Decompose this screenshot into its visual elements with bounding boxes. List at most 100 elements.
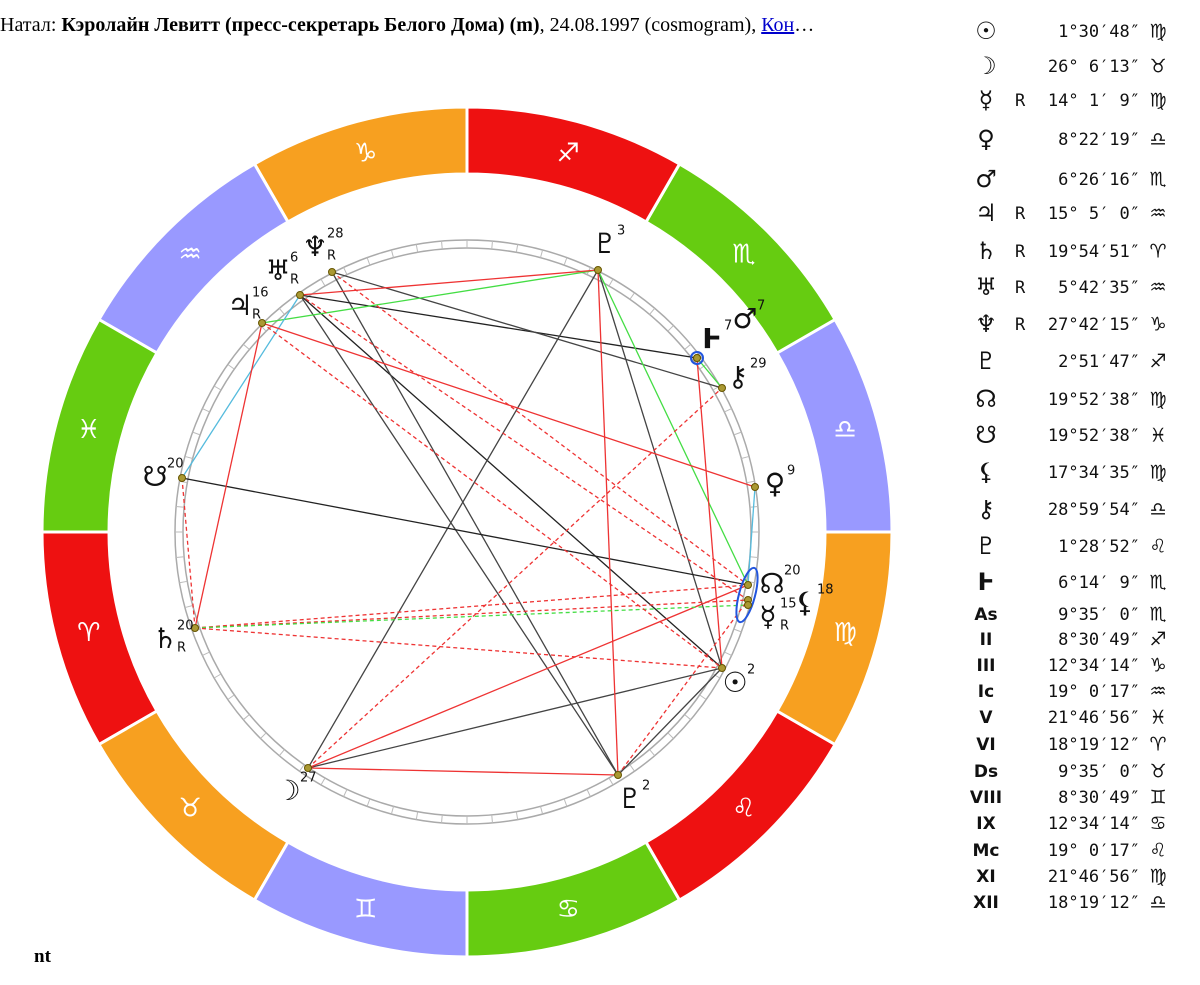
aspect-line (307, 387, 723, 769)
zodiac-sign: ♈︎ (77, 618, 100, 648)
aspect-line (747, 486, 756, 586)
row-glyph: Ic (978, 682, 994, 702)
planet-point (744, 581, 752, 589)
conjunction-mark (735, 566, 759, 624)
planet-point (328, 268, 336, 276)
row-glyph: II (980, 630, 993, 650)
row-glyph: As (974, 605, 997, 625)
planet-degree: 6 (290, 251, 298, 266)
row-glyph: ♀ (977, 125, 995, 153)
planet-point (178, 474, 186, 482)
row-sign: ♑︎ (1149, 314, 1166, 336)
planet-glyph: ♂ (732, 302, 757, 335)
degree-tick (320, 777, 326, 786)
aspect-line (299, 294, 749, 601)
row-position: 9°35′ 0″ (1058, 762, 1140, 782)
row-position: 19°54′51″ (1048, 242, 1140, 262)
row-glyph: ♅ (975, 273, 997, 301)
row-retro: R (1015, 242, 1026, 262)
row-sign: ♉︎ (1149, 56, 1166, 78)
planet-degree: 29 (750, 357, 767, 372)
degree-tick (629, 764, 635, 772)
row-sign: ♍︎ (1149, 389, 1166, 411)
degree-tick (563, 257, 568, 266)
link[interactable]: Кон (761, 14, 795, 36)
aspect-line (597, 269, 749, 586)
row-sign: ♍︎ (1149, 866, 1166, 888)
degree-tick (390, 806, 394, 815)
degree-tick (629, 292, 635, 300)
row-sign: ♓︎ (1149, 425, 1166, 447)
degree-tick (213, 673, 222, 679)
row-sign: ♈︎ (1149, 241, 1166, 263)
row-glyph: Ds (974, 762, 998, 782)
degree-tick (491, 241, 493, 250)
degree-tick (202, 408, 210, 413)
aspect-line (181, 294, 301, 479)
degree-tick (540, 806, 544, 815)
degree-tick (242, 343, 250, 350)
planet-retro: R (252, 308, 261, 323)
degree-tick (415, 811, 419, 820)
row-retro: R (1015, 315, 1026, 335)
planet-glyph: ♇ (617, 782, 642, 815)
row-glyph: ⚸ (977, 458, 995, 486)
row-sign: ♍︎ (1149, 21, 1166, 43)
zodiac-sign: ♋︎ (557, 895, 580, 925)
row-glyph: XI (976, 867, 995, 887)
row-position: 19° 0′17″ (1048, 682, 1140, 702)
planet-glyph: ⚸ (795, 586, 816, 619)
degree-tick (184, 605, 193, 609)
degree-tick (749, 556, 758, 558)
row-sign: ♈︎ (1149, 734, 1166, 756)
planet-degree: 20 (177, 619, 194, 634)
degree-tick (176, 506, 185, 508)
aspect-line (696, 357, 723, 669)
planet-glyph: ☊ (760, 567, 785, 600)
aspect-line (307, 269, 599, 769)
row-sign: ♍︎ (1149, 90, 1166, 112)
degree-tick (227, 694, 235, 700)
zodiac-sign: ♒︎ (179, 240, 202, 270)
row-glyph: ♄ (975, 237, 997, 265)
planet-retro: R (177, 641, 186, 656)
row-retro: R (1015, 204, 1026, 224)
planet-degree: 2 (642, 779, 650, 794)
degree-tick (343, 789, 348, 797)
planet-degree: 15 (780, 597, 797, 612)
degree-tick (733, 431, 742, 436)
planet-degree: 27 (300, 771, 317, 786)
degree-tick (667, 732, 674, 739)
row-position: 12°34′14″ (1048, 814, 1140, 834)
planet-point (693, 354, 701, 362)
row-position: 5°42′35″ (1058, 278, 1140, 298)
row-retro: R (1015, 91, 1026, 111)
row-position: 18°19′12″ (1048, 735, 1140, 755)
row-position: 14° 1′ 9″ (1048, 91, 1140, 111)
row-position: 6°26′16″ (1058, 170, 1140, 190)
row-sign: ♐︎ (1149, 351, 1166, 373)
planet-glyph: ⚷ (728, 360, 749, 393)
row-position: 1°28′52″ (1058, 537, 1140, 557)
planet-degree: 9 (787, 464, 795, 479)
planet-point (258, 319, 266, 327)
planet-point (191, 624, 199, 632)
degree-tick (415, 244, 419, 253)
aspect-line (261, 269, 599, 324)
degree-tick (649, 749, 656, 757)
degree-tick (746, 480, 755, 484)
planet-retro: R (327, 249, 336, 264)
zodiac-sign: ♌︎ (732, 793, 755, 823)
row-position: 2°51′47″ (1058, 352, 1140, 372)
planet-degree: 20 (784, 564, 801, 579)
aspect-line (194, 599, 749, 629)
row-position: 21°46′56″ (1048, 867, 1140, 887)
row-position: 18°19′12″ (1048, 893, 1140, 913)
degree-tick (540, 249, 544, 258)
row-sign: ♐︎ (1149, 629, 1166, 651)
aspect-line (299, 269, 599, 296)
degree-tick (733, 628, 742, 633)
degree-tick (242, 714, 250, 721)
degree-tick (366, 798, 371, 807)
